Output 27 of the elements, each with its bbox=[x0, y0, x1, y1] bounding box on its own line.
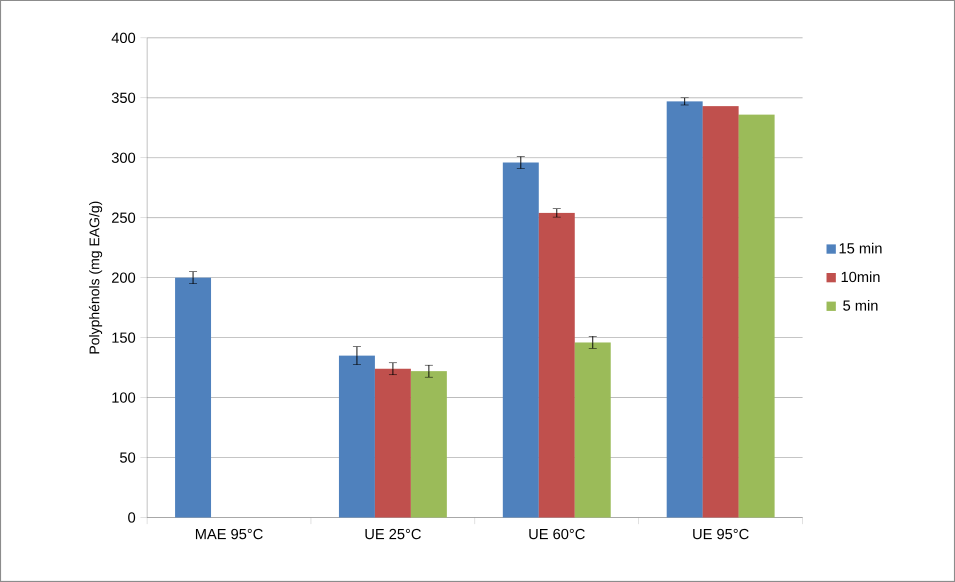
y-tick-label: 400 bbox=[112, 32, 136, 44]
y-tick-label: 150 bbox=[112, 332, 136, 343]
bar bbox=[338, 356, 375, 518]
bar bbox=[702, 106, 739, 518]
bar bbox=[374, 368, 411, 518]
y-tick-label: 300 bbox=[112, 152, 136, 163]
legend-label: 5 min bbox=[843, 300, 878, 311]
x-tick-label: UE 60°C bbox=[529, 528, 585, 540]
x-tick-label: MAE 95°C bbox=[196, 528, 263, 540]
y-tick-label: 350 bbox=[112, 92, 136, 103]
x-tick-label: UE 25°C bbox=[365, 528, 421, 540]
bar bbox=[175, 278, 212, 518]
y-tick-label: 250 bbox=[112, 212, 136, 223]
legend-label: 10min bbox=[842, 271, 880, 282]
legend-label: 15 min bbox=[840, 242, 882, 254]
bar bbox=[666, 101, 703, 518]
y-tick-label: 200 bbox=[112, 272, 136, 283]
bar bbox=[574, 342, 611, 518]
y-tick-label: 0 bbox=[128, 512, 136, 523]
y-tick-label: 50 bbox=[120, 452, 136, 463]
x-tick-label: UE 95°C bbox=[693, 528, 749, 540]
bar bbox=[410, 371, 447, 518]
y-axis-title: Polyphénols (mg EAG/g) bbox=[88, 202, 102, 354]
bar bbox=[502, 162, 539, 518]
bar bbox=[538, 212, 575, 518]
y-tick-label: 100 bbox=[112, 392, 136, 403]
bar bbox=[738, 114, 775, 518]
